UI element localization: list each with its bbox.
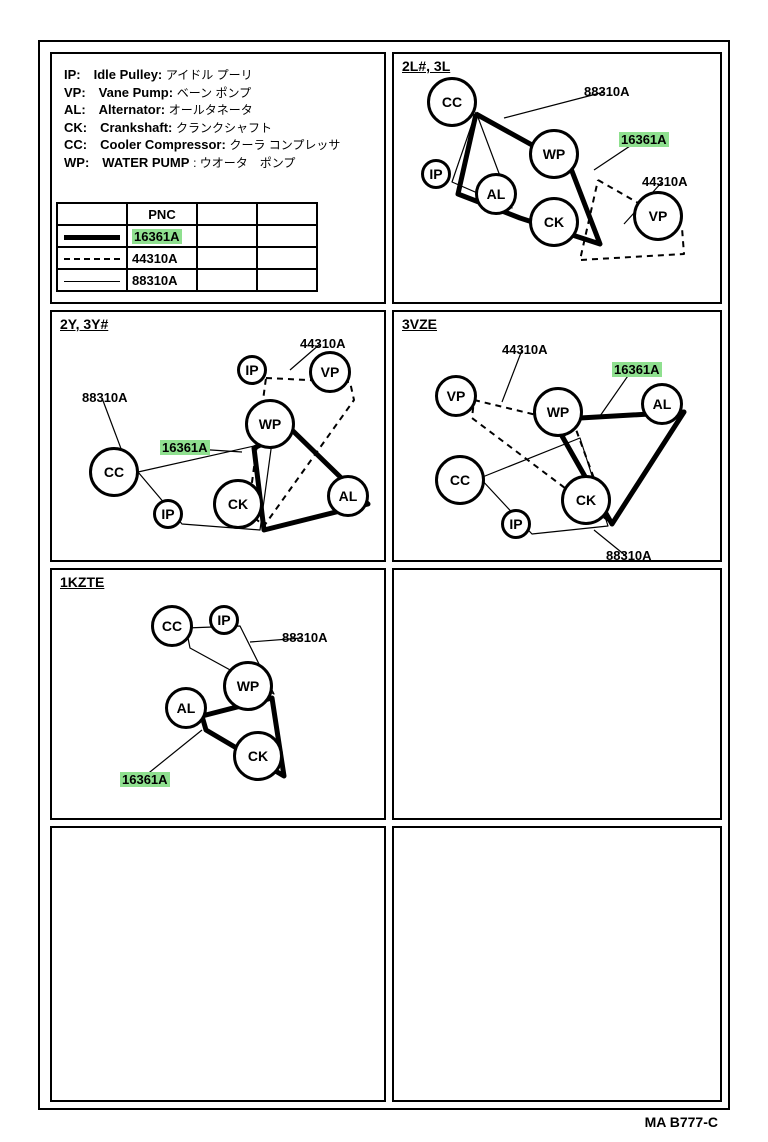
panel-blank-2 xyxy=(50,826,386,1102)
pulley-vp: VP xyxy=(309,351,351,393)
pulley-ip1: IP xyxy=(237,355,267,385)
part-label: 88310A xyxy=(282,630,328,645)
panel-1kzte: 1KZTE CC IP WP AL CK 88310A 16361A xyxy=(50,568,386,820)
pulley-cc: CC xyxy=(427,77,477,127)
page-frame: IP: Idle Pulley: アイドル プーリVP: Vane Pump: … xyxy=(38,40,730,1110)
panel-title: 1KZTE xyxy=(60,574,104,590)
pulley-cc: CC xyxy=(89,447,139,497)
pulley-ck: CK xyxy=(561,475,611,525)
panel-title: 2Y, 3Y# xyxy=(60,316,108,332)
part-label: 44310A xyxy=(502,342,548,357)
pulley-cc: CC xyxy=(435,455,485,505)
panel-2l-3l: 2L#, 3L CC WP IP AL CK VP 88310A 16361A 44310A xyxy=(392,52,722,304)
legend-row: WP: WATER PUMP : ウオータ ポンプ xyxy=(64,154,340,172)
part-label: 88310A xyxy=(584,84,630,99)
pulley-al: AL xyxy=(165,687,207,729)
part-label: 16361A xyxy=(619,132,669,147)
panel-3vze: 3VZE VP WP AL CC IP CK 44310A 16361A 88310A xyxy=(392,310,722,562)
pulley-wp: WP xyxy=(529,129,579,179)
part-label: 44310A xyxy=(642,174,688,189)
legend-row: AL: Alternator: オールタネータ xyxy=(64,101,340,119)
panel-title: 2L#, 3L xyxy=(402,58,450,74)
part-label: 16361A xyxy=(160,440,210,455)
pulley-wp: WP xyxy=(223,661,273,711)
pulley-ck: CK xyxy=(233,731,283,781)
legend-row: VP: Vane Pump: ベーン ポンプ xyxy=(64,84,340,102)
pnc-table: PNC16361A44310A88310A xyxy=(56,202,318,292)
pulley-ip: IP xyxy=(501,509,531,539)
part-label: 16361A xyxy=(612,362,662,377)
panel-title: 3VZE xyxy=(402,316,437,332)
pulley-cc: CC xyxy=(151,605,193,647)
part-label: 16361A xyxy=(120,772,170,787)
pulley-al: AL xyxy=(475,173,517,215)
footer-code: MA B777-C xyxy=(645,1114,718,1130)
pulley-ip: IP xyxy=(209,605,239,635)
pulley-ip2: IP xyxy=(153,499,183,529)
pulley-vp: VP xyxy=(435,375,477,417)
pulley-wp: WP xyxy=(533,387,583,437)
pulley-ip: IP xyxy=(421,159,451,189)
panel-blank-3 xyxy=(392,826,722,1102)
pulley-ck: CK xyxy=(529,197,579,247)
part-label: 88310A xyxy=(82,390,128,405)
part-label: 88310A xyxy=(606,548,652,563)
legend-row: CC: Cooler Compressor: クーラ コンプレッサ xyxy=(64,136,340,154)
panel-blank-1 xyxy=(392,568,722,820)
pulley-wp: WP xyxy=(245,399,295,449)
legend-row: CK: Crankshaft: クランクシャフト xyxy=(64,119,340,137)
part-label: 44310A xyxy=(300,336,346,351)
legend-row: IP: Idle Pulley: アイドル プーリ xyxy=(64,66,340,84)
panel-legend: IP: Idle Pulley: アイドル プーリVP: Vane Pump: … xyxy=(50,52,386,304)
pulley-al: AL xyxy=(327,475,369,517)
legend-text: IP: Idle Pulley: アイドル プーリVP: Vane Pump: … xyxy=(64,66,340,171)
pulley-al: AL xyxy=(641,383,683,425)
panel-2y-3y: 2Y, 3Y# IP VP WP CC IP CK AL 44310A 88310A 16361A xyxy=(50,310,386,562)
pulley-ck: CK xyxy=(213,479,263,529)
pulley-vp: VP xyxy=(633,191,683,241)
